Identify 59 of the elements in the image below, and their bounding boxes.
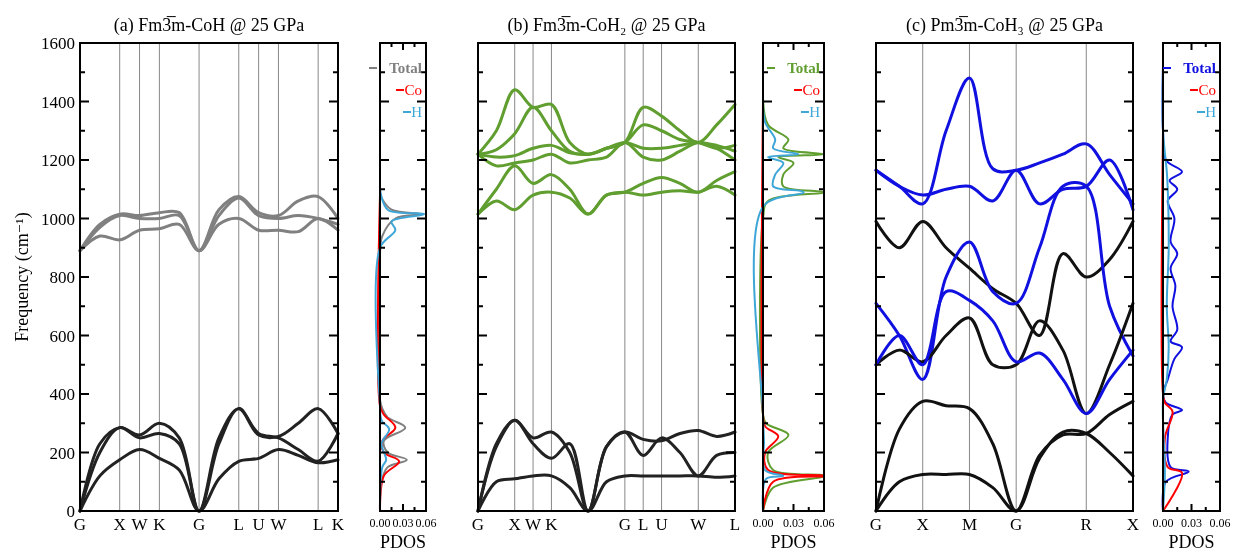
chart-title: (c) Pm3̅m-CoH₃ @ 25 GPa (906, 15, 1103, 36)
x-tick-label: G (1010, 515, 1023, 534)
x-tick-label: G (618, 515, 631, 534)
x-tick-label: 0.00 (369, 516, 391, 530)
series-label: Total (1183, 60, 1216, 76)
legend-label: Co (802, 82, 820, 98)
x-tick-label: X (508, 515, 521, 534)
y-axis-title: Frequency (cm⁻¹) (12, 212, 33, 342)
x-tick-label: 0.00 (1152, 516, 1174, 530)
x-tick-label: 0.03 (783, 516, 804, 530)
x-tick-label: L (233, 515, 244, 534)
x-tick-label: W (525, 515, 543, 534)
y-tick-label: 1000 (41, 209, 75, 229)
x-tick-label: 0.06 (813, 516, 835, 530)
x-tick-label: G (192, 515, 206, 534)
x-tick-label: U (655, 515, 668, 534)
x-tick-label: G (869, 515, 883, 534)
x-tick-label: K (153, 515, 167, 534)
legend-label: Total (787, 60, 820, 76)
y-tick-label: 600 (49, 326, 75, 346)
x-tick-label: 0.03 (392, 516, 414, 530)
x-axis-title: PDOS (1168, 532, 1215, 552)
x-axis-title: PDOS (770, 532, 817, 552)
x-tick-label: 0.06 (415, 516, 437, 530)
text: H (1205, 104, 1217, 120)
y-tick-label: 200 (49, 443, 75, 463)
x-axis-title: PDOS (379, 532, 427, 552)
x-tick-label: 0.06 (1209, 516, 1231, 530)
y-tick-label: 800 (49, 268, 75, 287)
x-tick-label: X (916, 515, 929, 534)
x-tick-label: L (729, 515, 741, 534)
x-tick-label: W (270, 515, 288, 534)
y-tick-label: 0 (66, 502, 75, 521)
x-tick-label: W (690, 515, 708, 534)
x-tick-label: G (471, 515, 485, 534)
x-tick-label: X (113, 515, 126, 534)
x-tick-label: 0.00 (752, 516, 774, 530)
chart-title: (b) Fm3̅m-CoH₂ @ 25 GPa (507, 15, 706, 36)
legend-label: Co (404, 82, 422, 98)
x-tick-label: U (252, 515, 265, 534)
legend-label: H (411, 104, 423, 120)
legend-label: H (809, 104, 821, 120)
y-tick-label: 1400 (41, 92, 75, 112)
x-tick-label: M (961, 515, 978, 534)
x-tick-label: R (1080, 515, 1093, 534)
x-tick-label: K (545, 515, 559, 534)
x-tick-label: W (131, 515, 149, 534)
x-tick-label: G (73, 515, 87, 534)
x-tick-label: X (1126, 515, 1140, 534)
y-tick-label: 1600 (41, 34, 75, 53)
x-tick-label: K (331, 515, 345, 534)
x-tick-label: L (638, 515, 649, 534)
chart-title: (a) Fm3̅m-CoH @ 25 GPa (113, 15, 305, 36)
x-tick-label: L (312, 515, 324, 534)
y-tick-label: 400 (49, 385, 75, 404)
x-tick-label: 0.03 (1181, 516, 1202, 530)
y-tick-label: 1200 (41, 151, 75, 170)
legend-label: Total (389, 60, 422, 76)
text: Co (1198, 82, 1216, 98)
